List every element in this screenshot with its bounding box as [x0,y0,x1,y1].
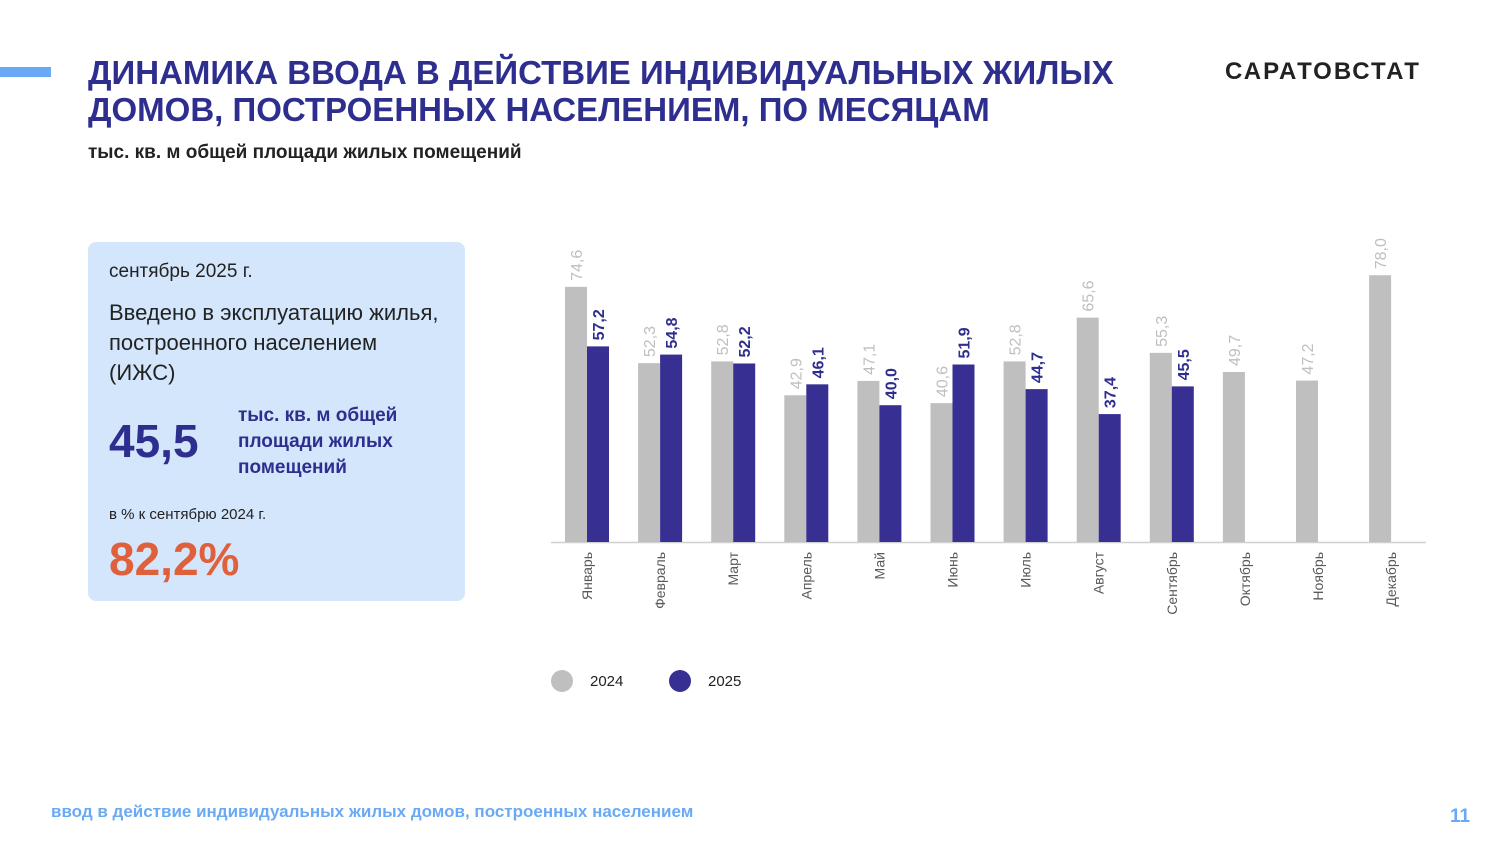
data-label-2025: 51,9 [957,327,974,358]
legend-item-2024: 2024 [551,670,623,692]
card-period: сентябрь 2025 г. [109,261,253,282]
data-label-2024: 78,0 [1373,238,1390,269]
data-label-2024: 52,8 [715,324,732,355]
data-label-2025: 45,5 [1176,349,1193,380]
legend-label: 2025 [708,672,742,690]
card-percent: 82,2% [109,533,240,585]
x-tick-label: Май [871,552,887,579]
bar-2024 [784,395,807,542]
bar-2024 [930,403,953,542]
x-tick-label: Июль [1018,552,1034,588]
data-label-2025: 52,2 [737,326,754,357]
bar-2024 [1076,317,1099,542]
x-tick-label: Октябрь [1237,552,1253,606]
data-label-2024: 47,2 [1300,343,1317,374]
bar-2025 [733,363,756,542]
x-tick-label: Сентябрь [1164,552,1180,615]
card-description: Введено в эксплуатацию жилья, построенно… [109,300,439,385]
x-tick-label: Январь [579,552,595,600]
card-comparison-label: в % к сентябрю 2024 г. [109,506,267,523]
legend-item-2025: 2025 [669,670,741,692]
accent-bar [0,67,51,77]
bar-2024 [1296,380,1318,542]
data-label-2024: 49,7 [1227,335,1244,366]
legend-marker [551,670,573,692]
x-tick-label: Июнь [945,552,961,588]
data-label-2024: 42,9 [788,358,805,389]
data-label-2025: 46,1 [810,347,827,378]
data-label-2024: 52,3 [642,326,659,357]
bar-2024 [711,361,734,542]
data-label-2024: 52,8 [1008,324,1025,355]
bar-2025 [660,354,683,542]
bar-2024 [1149,352,1172,542]
bar-2025 [952,364,975,542]
bar-2024 [638,363,661,542]
data-label-2024: 47,1 [861,344,878,375]
data-label-2025: 44,7 [1030,352,1047,383]
data-label-2024: 40,6 [935,366,952,397]
x-tick-label: Ноябрь [1310,552,1326,601]
card-unit: тыс. кв. м общей площади жилых помещений [238,405,398,478]
x-tick-label: Март [725,551,741,585]
bar-2025 [587,346,609,542]
bar-2024 [1003,361,1026,542]
legend-marker [669,670,691,692]
page-title: ДИНАМИКА ВВОДА В ДЕЙСТВИЕ ИНДИВИДУАЛЬНЫХ… [88,54,1114,128]
bar-2024 [1222,372,1245,542]
brand-logo: САРАТОВСТАТ [1225,58,1421,85]
data-label-2025: 57,2 [591,309,608,340]
card-value: 45,5 [109,415,199,467]
data-label-2025: 37,4 [1103,377,1120,408]
bar-2024 [565,286,587,542]
page-number: 11 [1450,806,1471,827]
x-tick-label: Август [1091,551,1107,594]
data-label-2024: 55,3 [1154,316,1171,347]
data-label-2025: 54,8 [664,317,681,348]
data-label-2024: 74,6 [569,250,586,281]
summary-card: сентябрь 2025 г. Введено в эксплуатацию … [88,242,465,601]
x-tick-label: Февраль [652,552,668,609]
bar-2025 [806,384,829,542]
bar-2024 [1369,275,1392,542]
bar-2025 [1025,389,1048,542]
legend-label: 2024 [590,672,624,690]
data-label-2025: 40,0 [883,368,900,399]
x-tick-label: Апрель [798,552,814,600]
data-label-2024: 65,6 [1081,280,1098,311]
x-tick-label: Декабрь [1383,552,1399,607]
bar-2025 [879,405,902,542]
bar-2025 [1171,386,1194,542]
footer-text: ввод в действие индивидуальных жилых дом… [51,802,694,821]
bar-2025 [1098,414,1121,542]
bar-2024 [857,380,880,542]
page-subtitle: тыс. кв. м общей площади жилых помещений [88,142,522,163]
